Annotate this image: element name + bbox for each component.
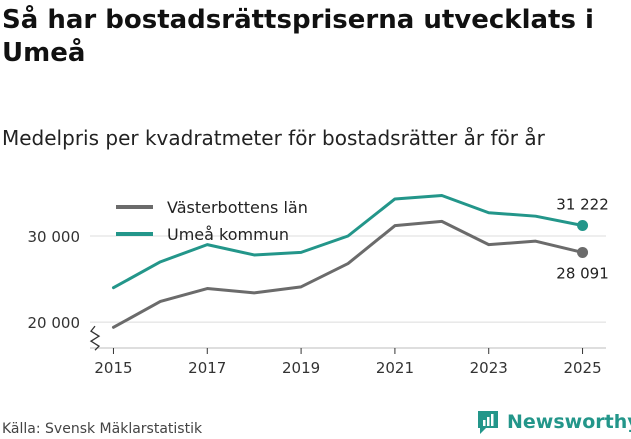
x-tick-label: 2017 <box>188 359 226 377</box>
y-tick-label: 30 000 <box>28 228 81 246</box>
series-end-label: 28 091 <box>556 264 609 282</box>
series-line <box>111 219 585 329</box>
legend-label: Västerbottens län <box>167 198 308 217</box>
source-credit: Källa: Svensk Mäklarstatistik <box>2 421 203 437</box>
brand-name: Newsworthy <box>507 411 631 433</box>
legend-label: Umeå kommun <box>167 225 289 244</box>
series-end-point <box>577 246 589 258</box>
newsworthy-brand[interactable]: Newsworthy <box>476 408 631 436</box>
x-tick-label: 2015 <box>94 359 132 377</box>
line-chart: 20 000 30 000 2015 2017 2019 2021 2023 2025 28 0… <box>28 194 609 377</box>
x-tick-label: 2019 <box>282 359 320 377</box>
x-tick-label: 2025 <box>563 359 601 377</box>
y-tick-label: 20 000 <box>28 314 81 332</box>
newsworthy-logo-icon <box>478 411 498 434</box>
series-end-label: 31 222 <box>556 195 609 213</box>
series-line <box>111 194 585 290</box>
x-tick-label: 2021 <box>376 359 414 377</box>
chart-subtitle: Medelpris per kvadratmeter för bostadsrä… <box>2 126 545 150</box>
chart-title: Så har bostadsrättspriserna utvecklats i… <box>2 5 594 68</box>
axis-break-icon <box>89 325 101 351</box>
series-end-point <box>577 219 589 231</box>
x-tick-label: 2023 <box>470 359 508 377</box>
